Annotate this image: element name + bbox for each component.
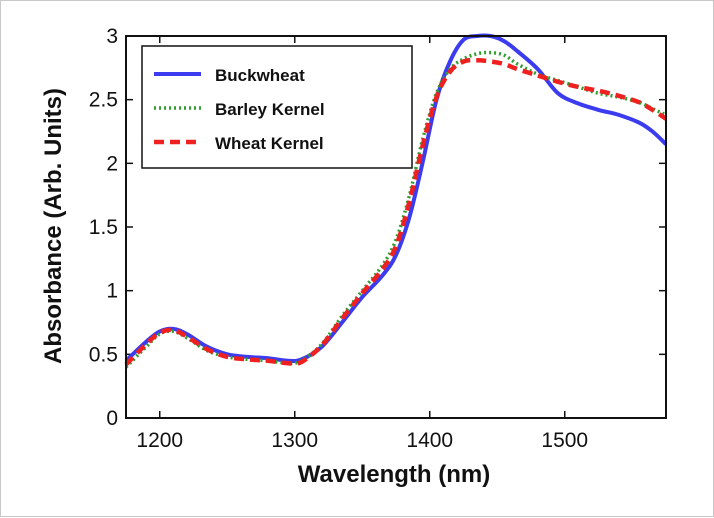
y-tick-label: 1.5 [89,216,118,239]
y-axis-title: Absorbance (Arb. Units) [40,88,67,364]
x-tick-label: 1400 [406,429,453,452]
x-tick-label: 1500 [541,429,588,452]
legend: Buckwheat Barley Kernel Wheat Kernel [141,45,413,169]
series-layer [124,33,668,369]
y-tick-label: 0.5 [89,343,118,366]
x-axis-title: Wavelength (nm) [298,461,490,488]
legend-box [141,45,413,169]
y-axis-ticks: 0 0.5 1 1.5 2 2.5 3 [89,25,666,430]
series-line-1 [124,33,668,364]
legend-label: Barley Kernel [215,100,325,119]
plot-area-border [125,35,667,419]
x-tick-label: 1300 [271,429,318,452]
series-line-3 [124,57,668,367]
y-tick-label: 1 [106,280,118,303]
x-tick-label: 1200 [136,429,183,452]
y-tick-label: 3 [106,25,118,48]
y-tick-label: 0 [106,407,118,430]
legend-label: Wheat Kernel [215,134,324,153]
x-axis-ticks: 1200 1300 1400 1500 [136,36,588,452]
y-tick-label: 2 [106,152,118,175]
y-tick-label: 2.5 [89,89,118,112]
legend-label: Buckwheat [215,66,305,85]
